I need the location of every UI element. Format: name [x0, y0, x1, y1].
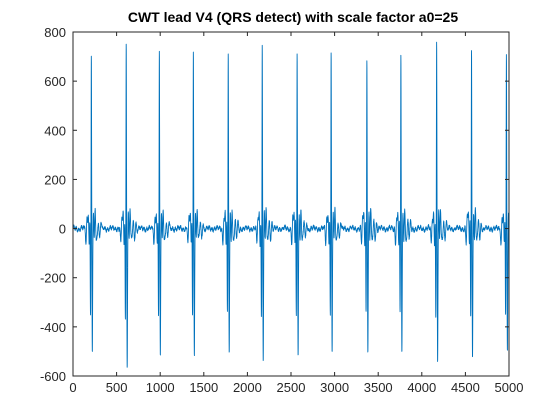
y-tick-label: 400	[44, 123, 66, 138]
y-tick-label: 200	[44, 172, 66, 187]
signal-layer	[72, 41, 510, 368]
x-axis-ticks: 0 500 1000 1500 2000 2500 3000 3500 4000 4500 5000	[69, 32, 523, 395]
x-tick-label: 1000	[146, 380, 175, 395]
x-tick-label: 3000	[320, 380, 349, 395]
x-tick-label: 1500	[189, 380, 218, 395]
y-axis-ticks: -600 -400 -200 0 200 400 600 800	[40, 25, 509, 384]
y-tick-label: 600	[44, 74, 66, 89]
chart-title: CWT lead V4 (QRS detect) with scale fact…	[128, 9, 458, 25]
x-tick-label: 2500	[277, 380, 306, 395]
y-tick-label: -600	[40, 369, 66, 384]
x-tick-label: 3500	[364, 380, 393, 395]
x-tick-label: 2000	[233, 380, 262, 395]
y-tick-label: -400	[40, 320, 66, 335]
x-tick-label: 5000	[495, 380, 524, 395]
y-tick-label: -200	[40, 271, 66, 286]
x-tick-label: 500	[106, 380, 128, 395]
x-tick-label: 0	[69, 380, 76, 395]
x-tick-label: 4000	[407, 380, 436, 395]
series-line	[72, 41, 510, 368]
y-tick-label: 0	[59, 222, 66, 237]
y-tick-label: 800	[44, 25, 66, 40]
plot-area: 0 500 1000 1500 2000 2500 3000 3500 4000 4500 5000…	[40, 25, 523, 395]
x-tick-label: 4500	[451, 380, 480, 395]
plot-background	[73, 32, 509, 376]
